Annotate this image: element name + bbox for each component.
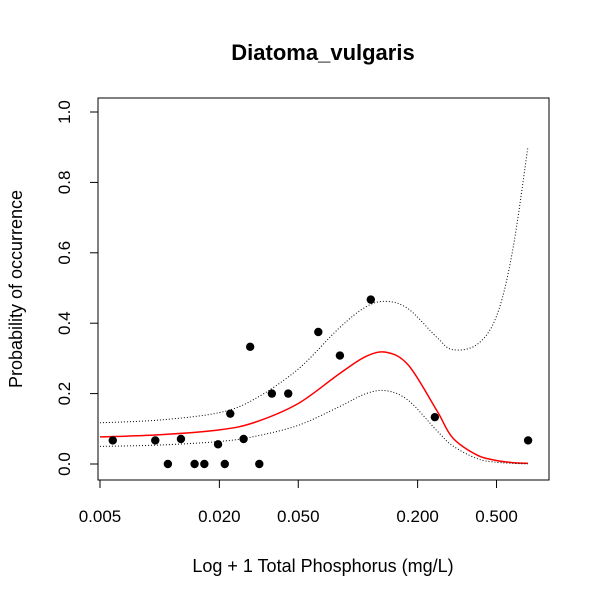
data-point	[267, 389, 277, 398]
lower-ci-line	[99, 389, 528, 465]
data-point	[200, 459, 209, 469]
data-point	[366, 295, 376, 304]
data-point	[108, 436, 117, 445]
x-tick-label: 0.020	[198, 507, 241, 526]
data-point	[163, 459, 173, 469]
data-point	[239, 434, 248, 444]
data-point	[220, 459, 229, 469]
y-tick-label: 0.6	[55, 241, 74, 265]
x-tick-label: 0.200	[396, 507, 439, 526]
chart-title: Diatoma_vulgaris	[231, 40, 414, 65]
y-tick-label: 1.0	[55, 100, 74, 124]
data-point	[151, 436, 160, 445]
x-tick-label: 0.050	[277, 507, 320, 526]
data-point	[226, 409, 235, 418]
x-tick-label: 0.500	[475, 507, 518, 526]
data-point	[335, 351, 345, 360]
data-point	[176, 434, 186, 444]
y-tick-label: 0.4	[55, 311, 74, 335]
y-axis-label: Probability of occurrence	[6, 190, 26, 388]
x-tick-label: 0.005	[79, 507, 122, 526]
upper-ci-line	[99, 147, 529, 424]
data-point	[314, 327, 323, 337]
data-point	[284, 389, 293, 398]
plot-frame	[97, 97, 550, 481]
data-point	[255, 459, 264, 469]
data-point	[190, 459, 199, 469]
y-tick-label: 0.2	[55, 382, 74, 406]
data-point	[430, 412, 440, 422]
fitted-line	[99, 351, 528, 465]
y-tick-label: 0.0	[55, 452, 74, 476]
data-point	[213, 440, 223, 449]
y-tick-label: 0.8	[55, 171, 74, 195]
data-point	[245, 342, 255, 351]
x-axis-label: Log + 1 Total Phosphorus (mg/L)	[192, 556, 453, 576]
data-point	[523, 436, 533, 445]
